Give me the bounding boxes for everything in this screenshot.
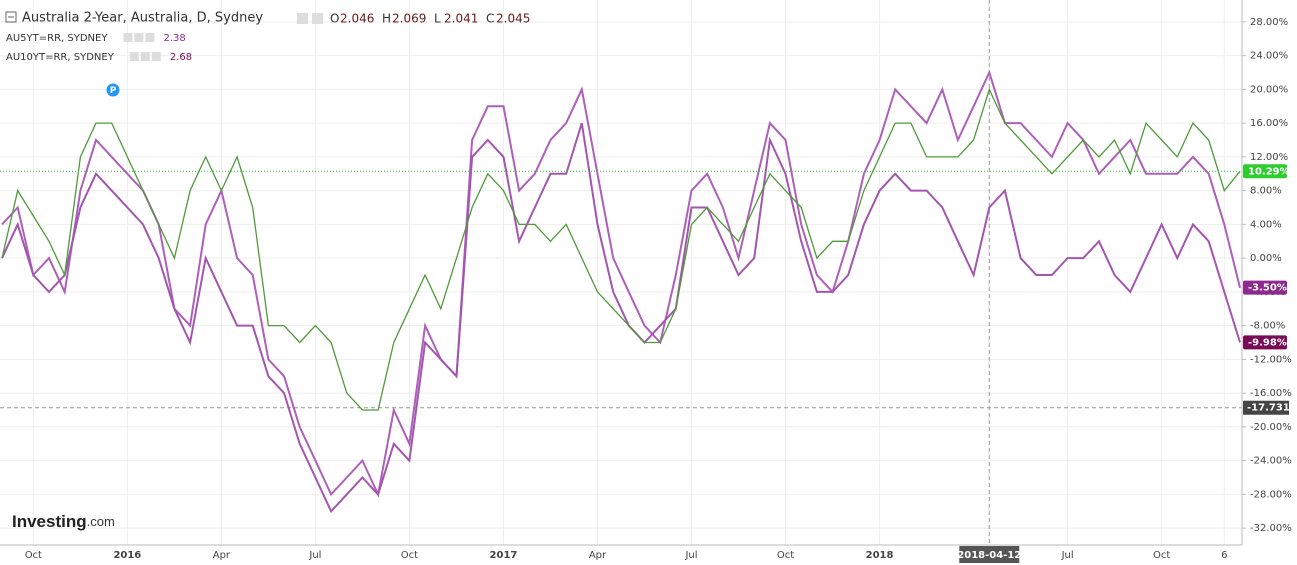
y-tick-label: 24.00% xyxy=(1250,51,1288,62)
ohlc-key: C xyxy=(486,12,494,26)
ohlc-value: 2.041 xyxy=(444,12,478,26)
legend-icon[interactable] xyxy=(134,33,144,42)
y-tick-label: -28.00% xyxy=(1250,489,1292,500)
watermark-suffix: .com xyxy=(87,514,115,529)
ohlc-key: L xyxy=(434,12,441,26)
crosshair-x-label-box xyxy=(959,546,1020,563)
last-value-box xyxy=(1243,335,1287,350)
y-tick-label: 0.00% xyxy=(1250,253,1282,264)
collapse-icon[interactable] xyxy=(5,11,17,23)
ohlc-value: 2.045 xyxy=(496,12,530,26)
ohlc-value: 2.046 xyxy=(340,12,374,26)
x-tick-label: 2018 xyxy=(866,550,894,561)
legend-icon[interactable] xyxy=(140,52,150,61)
x-tick-label: Apr xyxy=(589,550,607,561)
y-tick-label: -8.00% xyxy=(1250,321,1285,332)
y-tick-label: -24.00% xyxy=(1250,456,1292,467)
x-tick-label: Apr xyxy=(213,550,231,561)
legend: AU5YT=RR, SYDNEY 2.38 AU10YT=RR, SYDNEY 2.6… xyxy=(6,33,192,63)
y-tick-label: 12.00% xyxy=(1250,152,1288,163)
ohlc: O 2.046 H 2.069 L 2.041 C 2.045 xyxy=(297,12,530,26)
plot xyxy=(0,0,1242,545)
legend-icon[interactable] xyxy=(123,33,133,42)
legend-name: AU10YT=RR, SYDNEY xyxy=(6,52,115,63)
crosshair-y-label: -17.731 xyxy=(1247,403,1290,414)
event-marker-label: P xyxy=(110,86,117,96)
ohlc-key: H xyxy=(382,12,391,26)
settings-icon[interactable] xyxy=(297,13,308,24)
comparison-line xyxy=(1,69,1241,498)
legend-name: AU5YT=RR, SYDNEY xyxy=(6,33,108,44)
last-value-label: -9.98% xyxy=(1248,337,1287,348)
y-tick-label: -32.00% xyxy=(1250,523,1292,534)
x-tick-label: Jul xyxy=(1061,550,1074,561)
crosshair-y-label-box xyxy=(1243,400,1289,415)
grid xyxy=(0,0,1242,545)
x-tick-label: 6 xyxy=(1221,550,1227,561)
watermark-main: Investing xyxy=(12,512,87,531)
y-tick-label: -12.00% xyxy=(1250,354,1292,365)
x-tick-label: 2018-04-12 xyxy=(957,550,1021,561)
x-tick-label: Oct xyxy=(401,550,418,561)
x-tick-label: Jul xyxy=(308,550,321,561)
x-tick-label: 2016 xyxy=(113,550,141,561)
legend-value: 2.38 xyxy=(163,33,185,44)
y-tick-label: 20.00% xyxy=(1250,84,1288,95)
last-value-box xyxy=(1243,280,1287,295)
axes: 28.00% 24.00% 20.00% 16.00% 12.00% 8.00% 4.00%… xyxy=(25,17,1292,563)
x-tick-label: Oct xyxy=(777,550,794,561)
x-tick-label: Jul xyxy=(684,550,697,561)
y-tick-label: 8.00% xyxy=(1250,186,1282,197)
ohlc-value: 2.069 xyxy=(392,12,426,26)
settings-icon[interactable] xyxy=(312,13,323,24)
legend-icon[interactable] xyxy=(145,33,155,42)
y-tick-label: -20.00% xyxy=(1250,422,1292,433)
last-value-label: -3.50% xyxy=(1248,283,1287,294)
legend-icon[interactable] xyxy=(129,52,139,61)
price-line xyxy=(1,87,1241,411)
ohlc-key: O xyxy=(330,12,339,26)
event-marker[interactable] xyxy=(106,83,120,97)
y-tick-label: 4.00% xyxy=(1250,219,1282,230)
y-tick-label: -16.00% xyxy=(1250,388,1292,399)
x-tick-label: 2017 xyxy=(490,550,518,561)
x-tick-label: Oct xyxy=(25,550,42,561)
chart-title: Australia 2-Year, Australia, D, Sydney xyxy=(22,11,263,26)
y-tick-label: 16.00% xyxy=(1250,118,1288,129)
last-value-label: 10.29% xyxy=(1248,166,1290,177)
legend-value: 2.68 xyxy=(170,52,192,63)
comparison-line xyxy=(1,122,1241,514)
x-tick-label: Oct xyxy=(1153,550,1170,561)
watermark: Investing.com xyxy=(12,512,115,531)
last-value-box xyxy=(1243,164,1287,179)
legend-icon[interactable] xyxy=(151,52,161,61)
y-tick-label: 28.00% xyxy=(1250,17,1288,28)
